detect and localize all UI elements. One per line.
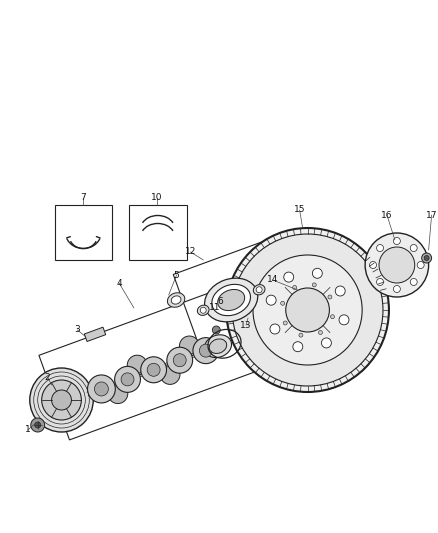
Circle shape	[331, 314, 335, 319]
Circle shape	[270, 324, 280, 334]
Circle shape	[281, 301, 285, 305]
Circle shape	[417, 262, 424, 269]
Text: 13: 13	[240, 320, 252, 329]
Circle shape	[127, 355, 147, 375]
Circle shape	[410, 245, 417, 252]
Circle shape	[393, 286, 400, 293]
Circle shape	[35, 422, 41, 428]
Circle shape	[379, 247, 415, 283]
Circle shape	[115, 366, 141, 392]
Bar	[39, 280, 275, 440]
Ellipse shape	[212, 284, 251, 316]
Circle shape	[95, 382, 108, 396]
Circle shape	[283, 321, 287, 325]
Circle shape	[193, 337, 219, 364]
Text: 15: 15	[294, 206, 305, 214]
Text: 17: 17	[426, 211, 438, 220]
Circle shape	[167, 347, 193, 373]
Circle shape	[318, 330, 322, 335]
Ellipse shape	[253, 285, 265, 295]
Circle shape	[424, 255, 429, 261]
Text: 10: 10	[151, 193, 162, 203]
Text: 7: 7	[81, 193, 86, 203]
Circle shape	[312, 268, 322, 278]
Text: 3: 3	[74, 326, 80, 335]
Circle shape	[52, 390, 71, 410]
Ellipse shape	[218, 289, 245, 311]
Ellipse shape	[209, 339, 227, 353]
Circle shape	[42, 380, 81, 420]
Text: 12: 12	[185, 247, 196, 256]
Circle shape	[256, 287, 262, 293]
Circle shape	[199, 344, 212, 357]
Circle shape	[410, 278, 417, 286]
Circle shape	[141, 357, 166, 383]
Bar	[173, 238, 299, 351]
Ellipse shape	[171, 296, 181, 304]
Bar	[85, 327, 106, 342]
Circle shape	[321, 338, 332, 348]
Circle shape	[286, 288, 329, 332]
Circle shape	[339, 315, 349, 325]
Text: 1: 1	[25, 425, 31, 434]
Circle shape	[393, 238, 400, 245]
Text: 11: 11	[208, 303, 220, 312]
Circle shape	[180, 336, 199, 356]
Circle shape	[253, 255, 362, 365]
Circle shape	[370, 262, 377, 269]
Ellipse shape	[167, 293, 185, 307]
Bar	[55, 205, 112, 260]
Circle shape	[212, 326, 220, 334]
Circle shape	[173, 354, 186, 367]
Circle shape	[293, 342, 303, 352]
Text: 5: 5	[174, 271, 180, 279]
Circle shape	[293, 286, 297, 289]
Circle shape	[30, 368, 93, 432]
Text: 2: 2	[45, 373, 50, 382]
Circle shape	[121, 373, 134, 386]
Text: 16: 16	[381, 211, 393, 220]
Text: 4: 4	[116, 279, 122, 287]
Circle shape	[422, 253, 431, 263]
Text: 14: 14	[267, 276, 279, 285]
Circle shape	[226, 228, 389, 392]
Bar	[129, 205, 187, 260]
Circle shape	[312, 283, 316, 287]
Circle shape	[377, 278, 384, 286]
Circle shape	[284, 272, 294, 282]
Text: 6: 6	[217, 297, 223, 306]
Circle shape	[200, 307, 206, 313]
Circle shape	[335, 286, 345, 296]
Circle shape	[147, 364, 160, 376]
Circle shape	[266, 295, 276, 305]
Circle shape	[31, 418, 45, 432]
Circle shape	[365, 233, 429, 297]
Ellipse shape	[205, 278, 258, 322]
Ellipse shape	[198, 305, 209, 316]
Circle shape	[232, 234, 383, 386]
Circle shape	[377, 245, 384, 252]
Circle shape	[160, 365, 180, 384]
Circle shape	[108, 384, 128, 403]
Circle shape	[299, 333, 303, 337]
Ellipse shape	[205, 335, 232, 358]
Circle shape	[88, 375, 115, 403]
Circle shape	[328, 295, 332, 299]
